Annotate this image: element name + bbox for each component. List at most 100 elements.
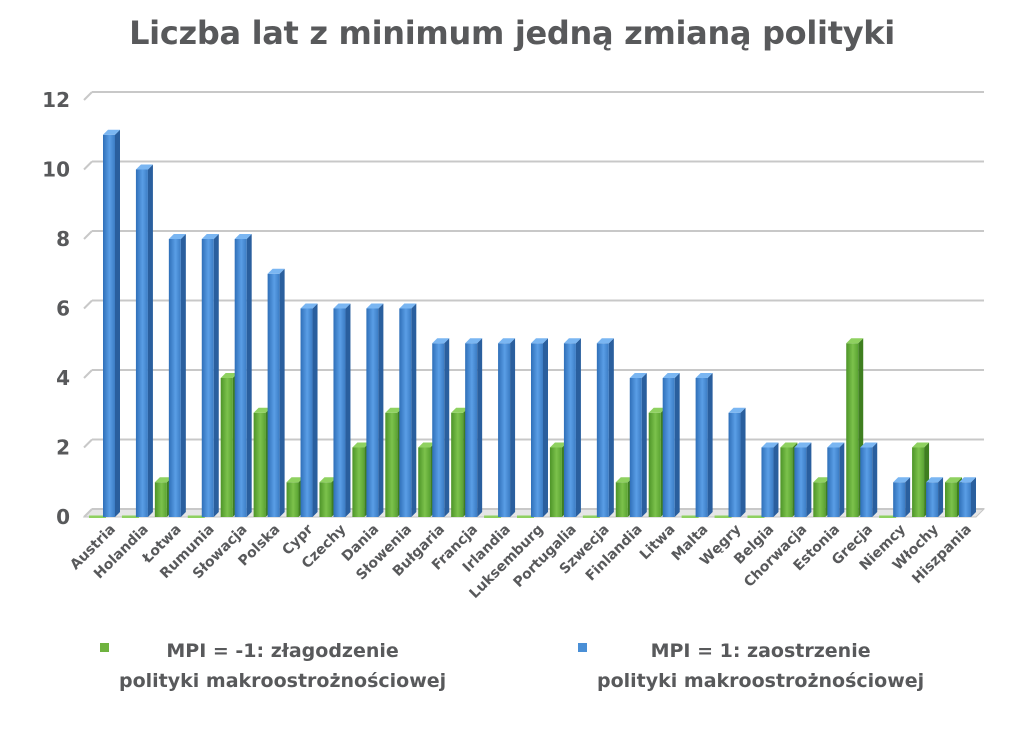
bar-front: [945, 482, 957, 517]
bar-front: [234, 239, 247, 517]
bar-front: [399, 308, 412, 517]
gridline-side: [83, 438, 93, 449]
bar-base: [747, 515, 765, 518]
bar-side: [575, 338, 581, 517]
bar-blue: [926, 477, 944, 517]
bar-side: [312, 303, 318, 517]
y-tick-label: 10: [42, 158, 70, 182]
bar-front: [761, 447, 774, 517]
bar-top: [549, 442, 567, 448]
bar-top: [761, 442, 779, 448]
bar-front: [531, 343, 543, 517]
bar-top: [201, 234, 219, 239]
bar-front: [267, 273, 280, 517]
bar-blue: [695, 373, 713, 517]
bar-blue: [959, 477, 976, 517]
bar-top: [168, 234, 186, 239]
bar-blue: [860, 442, 878, 517]
bar-front: [300, 308, 313, 517]
legend-label-blue: MPI = 1: zaostrzenie polityki makroostro…: [597, 636, 924, 696]
bar-side: [147, 164, 153, 517]
bar-top: [286, 477, 304, 483]
bar-green: [582, 515, 600, 518]
bar-front: [695, 378, 708, 517]
bar-green: [879, 515, 897, 518]
bar-top: [596, 338, 614, 344]
bar-top: [333, 303, 351, 309]
bar-front: [319, 482, 332, 517]
bar-blue: [201, 234, 219, 517]
bar-top: [563, 338, 581, 344]
bar-base: [517, 515, 534, 518]
y-tick-label: 4: [56, 366, 70, 390]
y-axis-tick-labels: 0 2 4 6 8 10 12: [42, 88, 70, 529]
bar-top: [531, 338, 548, 344]
bar-blue: [794, 442, 812, 517]
bar-green: [484, 515, 502, 518]
bar-side: [115, 129, 120, 517]
bar-blue: [893, 477, 911, 517]
bar-top: [959, 477, 976, 483]
bar-top: [813, 477, 831, 483]
bar-front: [418, 447, 431, 517]
bar-top: [846, 338, 864, 344]
bar-front: [286, 482, 299, 517]
bar-side: [444, 338, 450, 517]
bar-front: [168, 239, 181, 517]
bar-top: [432, 338, 450, 344]
bar-front: [912, 447, 925, 517]
bar-blue: [662, 373, 680, 517]
bar-top: [267, 268, 285, 274]
bar-top: [154, 477, 172, 483]
bar-top: [319, 477, 337, 483]
bar-base: [187, 515, 205, 518]
x-axis-tick-labels: AustriaHolandiaŁotwaRumuniaSłowacjaPolsk…: [67, 521, 975, 601]
bar-side: [378, 303, 384, 517]
bar-front: [615, 482, 628, 517]
bar-blue: [629, 373, 647, 517]
bar-top: [893, 477, 911, 483]
bar-side: [839, 442, 845, 517]
bar-side: [279, 268, 285, 517]
bar-front: [780, 447, 793, 517]
bar-front: [385, 412, 398, 517]
bar-front: [432, 343, 445, 517]
bar-base: [484, 515, 502, 518]
y-tick-label: 0: [56, 505, 70, 529]
bar-top: [926, 477, 944, 483]
bar-base: [879, 515, 897, 518]
bar-front: [352, 447, 365, 517]
bar-blue: [333, 303, 351, 517]
bar-top: [860, 442, 878, 448]
bar-front: [220, 378, 233, 517]
bar-top: [648, 407, 666, 413]
bar-blue: [531, 338, 548, 517]
bar-top: [234, 234, 252, 239]
bar-top: [399, 303, 417, 309]
bar-base: [89, 515, 106, 518]
bar-top: [253, 407, 271, 413]
bar-front: [596, 343, 609, 517]
bar-blue: [103, 129, 120, 517]
bar-base: [582, 515, 600, 518]
bar-top: [728, 407, 746, 413]
bar-green: [681, 515, 699, 518]
bar-front: [103, 134, 115, 517]
bar-top: [135, 164, 153, 170]
bars: [89, 129, 976, 518]
bar-side: [806, 442, 812, 517]
bar-top: [385, 407, 403, 413]
bar-base: [714, 515, 732, 518]
bar-top: [945, 477, 962, 483]
bar-top: [498, 338, 516, 344]
bar-side: [674, 373, 680, 517]
bar-side: [180, 234, 186, 517]
bar-blue: [267, 268, 285, 517]
bar-side: [773, 442, 779, 517]
legend-item-blue: MPI = 1: zaostrzenie polityki makroostro…: [578, 636, 924, 696]
bar-front: [451, 412, 464, 517]
y-tick-label: 12: [42, 88, 70, 112]
bar-top: [366, 303, 384, 309]
bar-blue: [465, 338, 483, 517]
bar-top: [352, 442, 370, 448]
